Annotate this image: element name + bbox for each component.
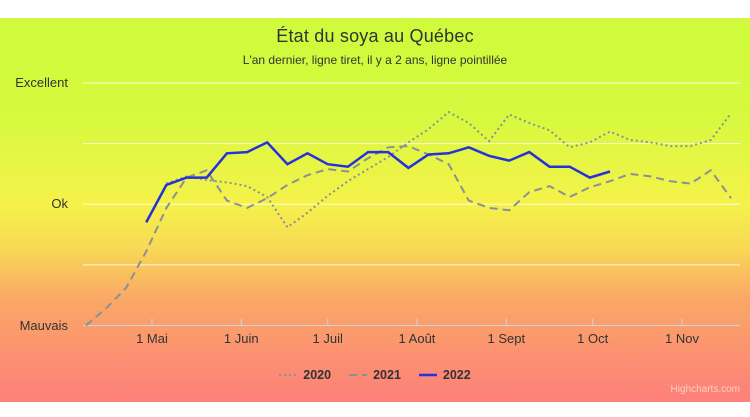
legend-label: 2020 <box>303 368 332 382</box>
x-axis-label: 1 Juin <box>223 331 259 346</box>
x-axis-label: 1 Août <box>398 331 436 346</box>
legend-item-2022[interactable]: 2022 <box>418 368 471 382</box>
legend-label: 2021 <box>373 368 401 382</box>
x-axis-label: 1 Oct <box>577 331 609 346</box>
legend-item-2020[interactable]: 2020 <box>279 368 331 382</box>
legend-label: 2022 <box>442 368 471 382</box>
legend-line-sample-icon <box>279 374 298 376</box>
y-axis-label-excellent: Excellent <box>15 75 68 90</box>
series-line-2022[interactable] <box>145 140 611 223</box>
series-line-2021[interactable] <box>85 145 732 327</box>
chart-gradient-background <box>0 18 750 402</box>
credits-link[interactable]: Highcharts.com <box>670 384 740 395</box>
x-axis-label: 1 Sept <box>487 331 526 346</box>
chart-subtitle: L'an dernier, ligne tiret, il y a 2 ans,… <box>242 53 508 67</box>
legend-line-sample-icon <box>418 373 437 377</box>
legend-item-2021[interactable]: 2021 <box>349 368 401 382</box>
legend-line-sample-icon <box>349 374 368 376</box>
y-axis-label-ok: Ok <box>51 196 68 212</box>
y-axis-label-mauvais: Mauvais <box>19 317 68 333</box>
x-axis-label: 1 Mai <box>136 331 168 346</box>
series-line-2020[interactable] <box>166 110 732 229</box>
x-axis-label: 1 Juil <box>312 331 343 346</box>
chart-title: État du soya au Québec <box>276 26 474 46</box>
x-axis-label: 1 Nov <box>665 331 699 346</box>
legend: 2020 2021 2022 <box>0 366 750 384</box>
